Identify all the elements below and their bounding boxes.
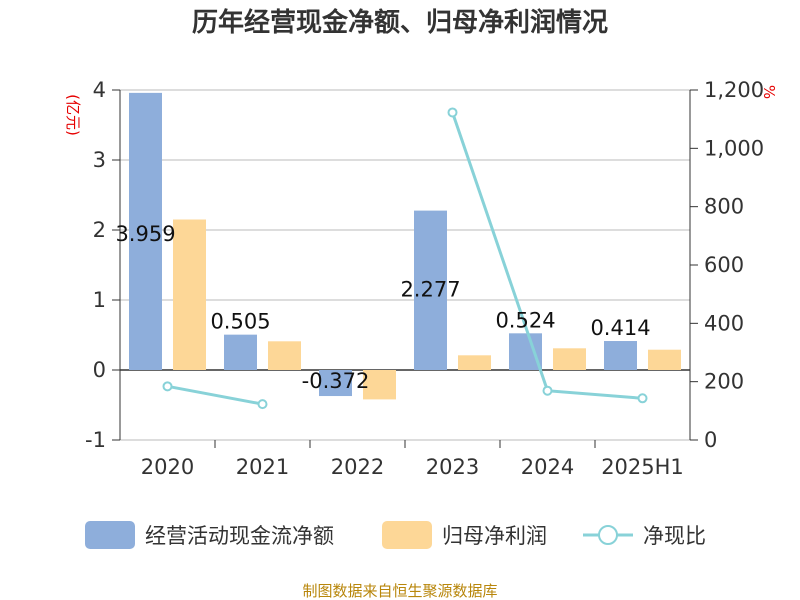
ratio-point (257, 399, 268, 410)
bar-series (129, 92, 681, 400)
x-tick-label: 2025H1 (601, 455, 684, 479)
left-tick-label: 2 (93, 218, 106, 242)
ratio-line-segment (167, 384, 263, 406)
bar-net-profit (363, 370, 396, 400)
bar-cashflow (604, 341, 637, 370)
left-tick-label: 1 (93, 288, 106, 312)
right-tick-label: 400 (704, 311, 744, 335)
x-tick-label: 2023 (426, 455, 479, 479)
bar-net-profit (268, 341, 301, 370)
legend-label-net-profit: 归母净利润 (442, 524, 547, 548)
legend-label-ratio: 净现比 (643, 524, 706, 548)
bar-cashflow (414, 210, 447, 370)
ratio-point (447, 107, 458, 118)
left-axis-unit: (亿元) (64, 94, 82, 136)
bar-net-profit (458, 355, 491, 370)
ratio-point (637, 393, 648, 404)
legend: 经营活动现金流净额 归母净利润 净现比 (85, 521, 706, 549)
source-note: 制图数据来自恒生聚源数据库 (302, 582, 497, 600)
left-tick-label: 4 (93, 78, 106, 102)
right-tick-label: 200 (704, 370, 744, 394)
legend-swatch-cashflow (85, 521, 135, 549)
x-tick-label: 2024 (521, 455, 574, 479)
left-tick-label: 0 (93, 358, 106, 382)
chart-title: 历年经营现金净额、归母净利润情况 (192, 7, 608, 38)
right-tick-label: 600 (704, 253, 744, 277)
right-axis-unit: % (760, 85, 778, 99)
ratio-point (162, 381, 173, 392)
left-tick-label: 3 (93, 148, 106, 172)
bar-cashflow (224, 334, 257, 370)
legend-label-cashflow: 经营活动现金流净额 (145, 524, 334, 548)
bar-net-profit (553, 348, 586, 370)
bar-value-label: -0.372 (302, 369, 370, 393)
bar-cashflow (509, 333, 542, 370)
bar-value-label: 0.505 (210, 310, 270, 334)
legend-swatch-net-profit (382, 521, 432, 549)
right-tick-label: 800 (704, 195, 744, 219)
line-series (162, 107, 648, 410)
bar-value-label: 0.524 (495, 308, 555, 332)
ratio-point (542, 385, 553, 396)
x-tick-label: 2020 (141, 455, 194, 479)
bar-value-label: 3.959 (115, 222, 175, 246)
data-labels: 3.959 0.505 -0.372 2.277 0.524 0.414 (115, 222, 650, 393)
axes: -1 0 1 2 3 4 0 200 400 600 800 1,000 1,200 2020 2021 20… (85, 78, 764, 479)
bar-value-label: 2.277 (400, 278, 460, 302)
bar-net-profit (173, 219, 206, 370)
right-tick-label: 0 (704, 428, 717, 452)
bar-cashflow (319, 370, 352, 397)
x-tick-label: 2022 (331, 455, 384, 479)
bar-value-label: 0.414 (590, 316, 650, 340)
left-tick-label: -1 (85, 428, 106, 452)
right-tick-label: 1,200 (704, 78, 764, 102)
bar-cashflow (129, 92, 162, 371)
legend-marker-ratio (598, 525, 618, 545)
right-tick-label: 1,000 (704, 136, 764, 160)
x-tick-label: 2021 (236, 455, 289, 479)
bar-net-profit (648, 349, 681, 370)
